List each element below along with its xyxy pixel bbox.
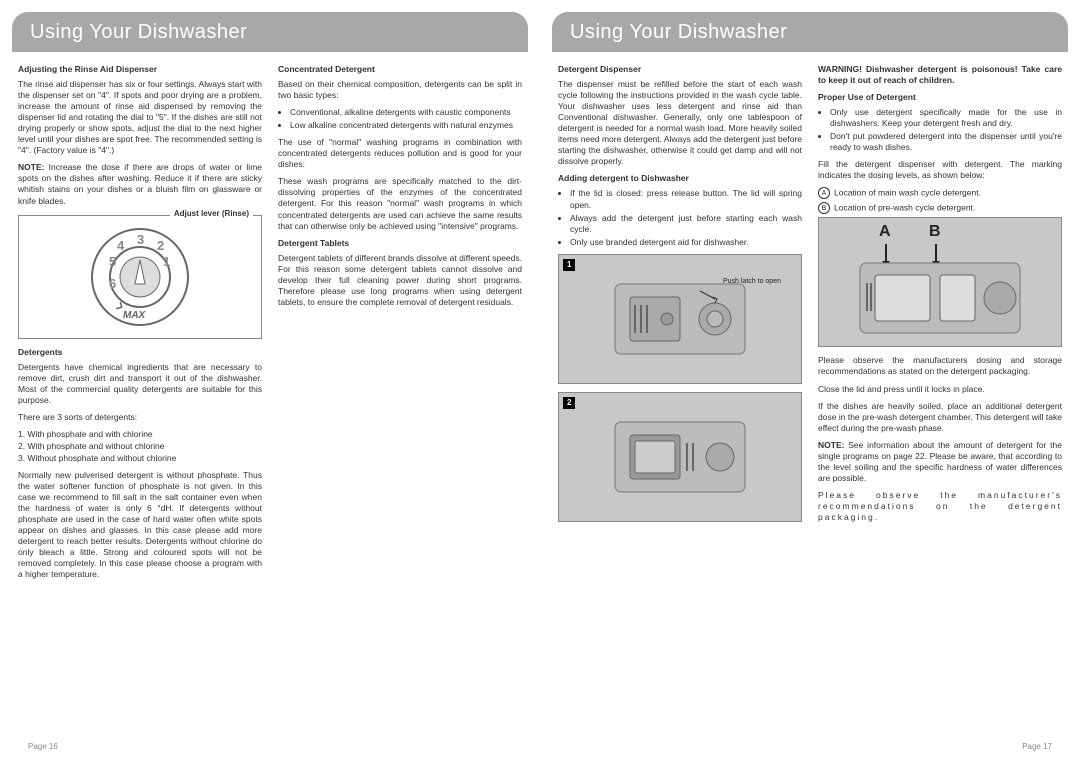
diagram-b-label: B (929, 222, 941, 243)
figure-number: 1 (563, 259, 575, 271)
note-label: NOTE: (818, 440, 844, 450)
header-title: Using Your Dishwasher (570, 21, 787, 44)
paragraph: If the dishes are heavily soiled, place … (818, 401, 1062, 434)
ab-text: Location of pre-wash cycle detergent. (834, 203, 975, 213)
ab-text: Location of main wash cycle detergent. (834, 188, 981, 198)
header-title: Using Your Dishwasher (30, 21, 247, 44)
list-item: Conventional, alkaline detergents with c… (290, 107, 522, 118)
page-number: Page 17 (1022, 742, 1052, 751)
page-left: Using Your Dishwasher Adjusting the Rins… (0, 0, 540, 763)
list-item: Only use branded detergent aid for dishw… (570, 237, 802, 248)
list-item: 2. With phosphate and without chlorine (18, 441, 262, 452)
paragraph: Close the lid and press until it locks i… (818, 384, 1062, 395)
svg-text:4: 4 (117, 238, 125, 253)
dispenser-closed-icon (605, 269, 755, 369)
dial-label: Adjust lever (Rinse) (170, 209, 253, 219)
section-title: Detergents (18, 347, 262, 358)
svg-text:2: 2 (157, 238, 164, 253)
note-text: Increase the dose if there are drops of … (18, 162, 262, 205)
bullet-list: If the lid is closed: press release butt… (558, 188, 802, 247)
section-title: Detergent Tablets (278, 238, 522, 249)
paragraph: Fill the detergent dispenser with deterg… (818, 159, 1062, 181)
svg-text:3: 3 (137, 232, 144, 247)
ab-row: B Location of pre-wash cycle detergent. (818, 202, 1062, 214)
spread: Using Your Dishwasher Adjusting the Rins… (0, 0, 1080, 763)
page-number: Page 16 (28, 742, 58, 751)
section-title: Detergent Dispenser (558, 64, 802, 75)
left-col2: Concentrated Detergent Based on their ch… (278, 64, 522, 586)
right-col2: WARNING! Dishwasher detergent is poisono… (818, 64, 1062, 530)
list-item: Always add the detergent just before sta… (570, 213, 802, 235)
paragraph: These wash programs are specifically mat… (278, 176, 522, 231)
page-right: Using Your Dishwasher Detergent Dispense… (540, 0, 1080, 763)
header-left: Using Your Dishwasher (12, 12, 528, 52)
section-title: Adding detergent to Dishwasher (558, 173, 802, 184)
paragraph: Detergent tablets of different brands di… (278, 253, 522, 308)
detergent-sorts-list: 1. With phosphate and with chlorine 2. W… (18, 429, 262, 464)
ab-diagram: A B (818, 217, 1062, 347)
paragraph: The rinse aid dispenser has six or four … (18, 79, 262, 156)
section-title: Proper Use of Detergent (818, 92, 1062, 103)
figure-1: 1 Push latch to open (558, 254, 802, 384)
paragraph: Normally new pulverised detergent is wit… (18, 470, 262, 580)
note-text: See information about the amount of dete… (818, 440, 1062, 483)
paragraph: There are 3 sorts of detergents: (18, 412, 262, 423)
paragraph: NOTE: Increase the dose if there are dro… (18, 162, 262, 206)
dial-figure: Adjust lever (Rinse) 1 2 3 4 5 6 MAX (18, 215, 262, 339)
right-col1: Detergent Dispenser The dispenser must b… (558, 64, 802, 530)
ab-row: A Location of main wash cycle detergent. (818, 187, 1062, 199)
list-item: 3. Without phosphate and without chlorin… (18, 453, 262, 464)
list-item: If the lid is closed: press release butt… (570, 188, 802, 210)
note-label: NOTE: (18, 162, 44, 172)
paragraph: The use of "normal" washing programs in … (278, 137, 522, 170)
figure-2: 2 (558, 392, 802, 522)
list-item: Low alkaline concentrated detergents wit… (290, 120, 522, 131)
diagram-a-label: A (879, 222, 891, 243)
left-col1: Adjusting the Rinse Aid Dispenser The ri… (18, 64, 262, 586)
header-right: Using Your Dishwasher (552, 12, 1068, 52)
content-right: Detergent Dispenser The dispenser must b… (540, 52, 1080, 530)
dispenser-open-icon (605, 407, 755, 507)
bullet-list: Conventional, alkaline detergents with c… (278, 107, 522, 131)
paragraph: Please observe the manufacturers dosing … (818, 355, 1062, 377)
rinse-dial-icon: 1 2 3 4 5 6 MAX (75, 222, 205, 332)
list-item: Don't put powdered detergent into the di… (830, 131, 1062, 153)
section-title: Concentrated Detergent (278, 64, 522, 75)
circle-b-icon: B (818, 202, 830, 214)
paragraph: Based on their chemical composition, det… (278, 79, 522, 101)
svg-text:MAX: MAX (123, 310, 147, 321)
list-item: 1. With phosphate and with chlorine (18, 429, 262, 440)
paragraph: NOTE: See information about the amount o… (818, 440, 1062, 484)
paragraph: Detergents have chemical ingredients tha… (18, 362, 262, 406)
circle-a-icon: A (818, 187, 830, 199)
paragraph: The dispenser must be refilled before th… (558, 79, 802, 167)
warning-text: WARNING! Dishwasher detergent is poisono… (818, 64, 1062, 86)
svg-text:6: 6 (109, 276, 116, 291)
section-title: Adjusting the Rinse Aid Dispenser (18, 64, 262, 75)
paragraph: Please observe the manufacturer's recomm… (818, 490, 1062, 523)
svg-text:5: 5 (109, 254, 116, 269)
dispenser-ab-icon (855, 253, 1025, 343)
list-item: Only use detergent specifically made for… (830, 107, 1062, 129)
figure-number: 2 (563, 397, 575, 409)
content-left: Adjusting the Rinse Aid Dispenser The ri… (0, 52, 540, 586)
svg-text:1: 1 (163, 254, 170, 269)
bullet-list: Only use detergent specifically made for… (818, 107, 1062, 153)
